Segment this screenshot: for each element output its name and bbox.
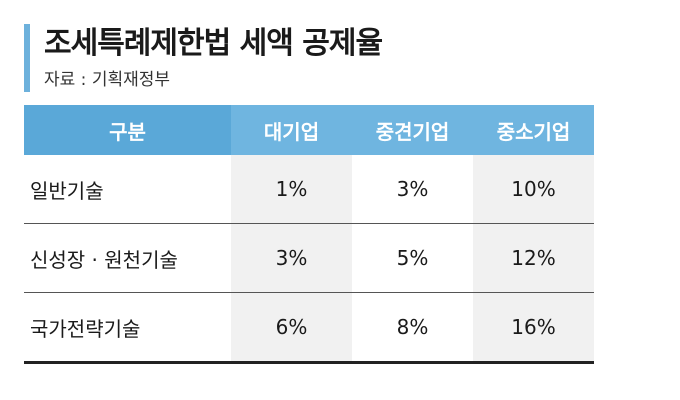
- cell-mid-sized-company: 5%: [352, 223, 473, 293]
- table-row: 국가전략기술 6% 8% 16%: [24, 292, 594, 364]
- title-accent-bar: [24, 24, 30, 92]
- row-label: 일반기술: [24, 155, 231, 224]
- header-large-company: 대기업: [231, 105, 352, 155]
- table-header-row: 구분 대기업 중견기업 중소기업: [24, 105, 594, 155]
- cell-mid-sized-company: 8%: [352, 292, 473, 364]
- page-title: 조세특례제한법 세액 공제율: [44, 26, 383, 61]
- row-label: 신성장 · 원천기술: [24, 223, 231, 293]
- header: 조세특례제한법 세액 공제율 자료 : 기획재정부: [24, 24, 604, 94]
- cell-small-company: 10%: [473, 155, 594, 224]
- cell-mid-sized-company: 3%: [352, 155, 473, 224]
- header-category: 구분: [24, 105, 231, 155]
- header-small-company: 중소기업: [473, 105, 594, 155]
- cell-large-company: 3%: [231, 223, 352, 293]
- header-mid-sized-company: 중견기업: [352, 105, 473, 155]
- cell-small-company: 16%: [473, 292, 594, 364]
- source-caption: 자료 : 기획재정부: [44, 70, 171, 90]
- tax-credit-rate-table: 구분 대기업 중견기업 중소기업 일반기술 1% 3% 10% 신성장 · 원천…: [24, 105, 594, 364]
- cell-large-company: 1%: [231, 155, 352, 224]
- table-row: 신성장 · 원천기술 3% 5% 12%: [24, 223, 594, 293]
- row-label: 국가전략기술: [24, 292, 231, 364]
- table-row: 일반기술 1% 3% 10%: [24, 155, 594, 224]
- cell-small-company: 12%: [473, 223, 594, 293]
- cell-large-company: 6%: [231, 292, 352, 364]
